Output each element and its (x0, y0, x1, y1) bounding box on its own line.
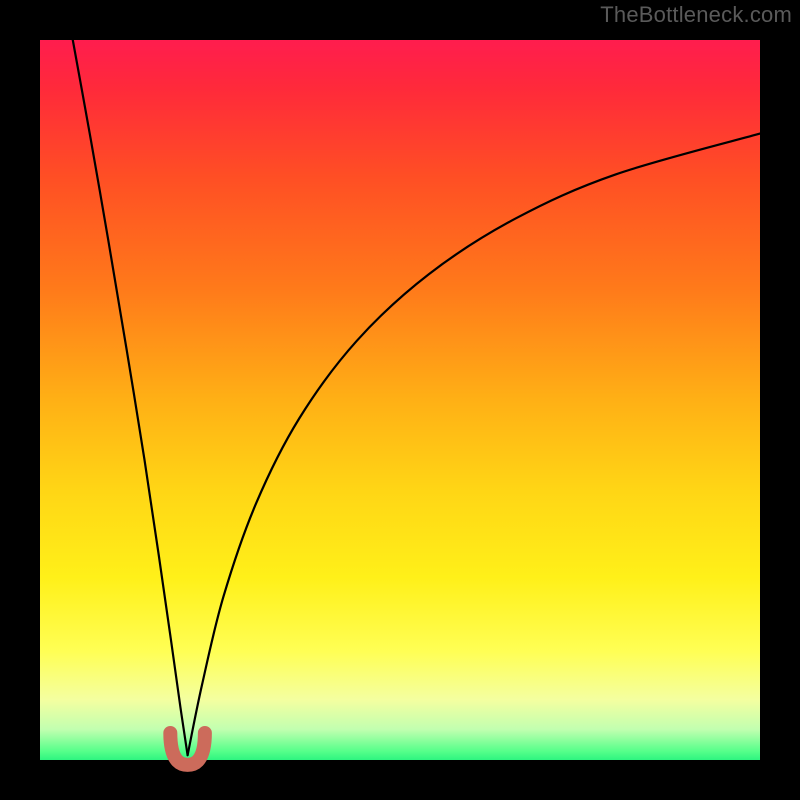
chart-container: TheBottleneck.com (0, 0, 800, 800)
gradient-background (40, 30, 760, 770)
bottleneck-curve-plot (0, 0, 800, 800)
